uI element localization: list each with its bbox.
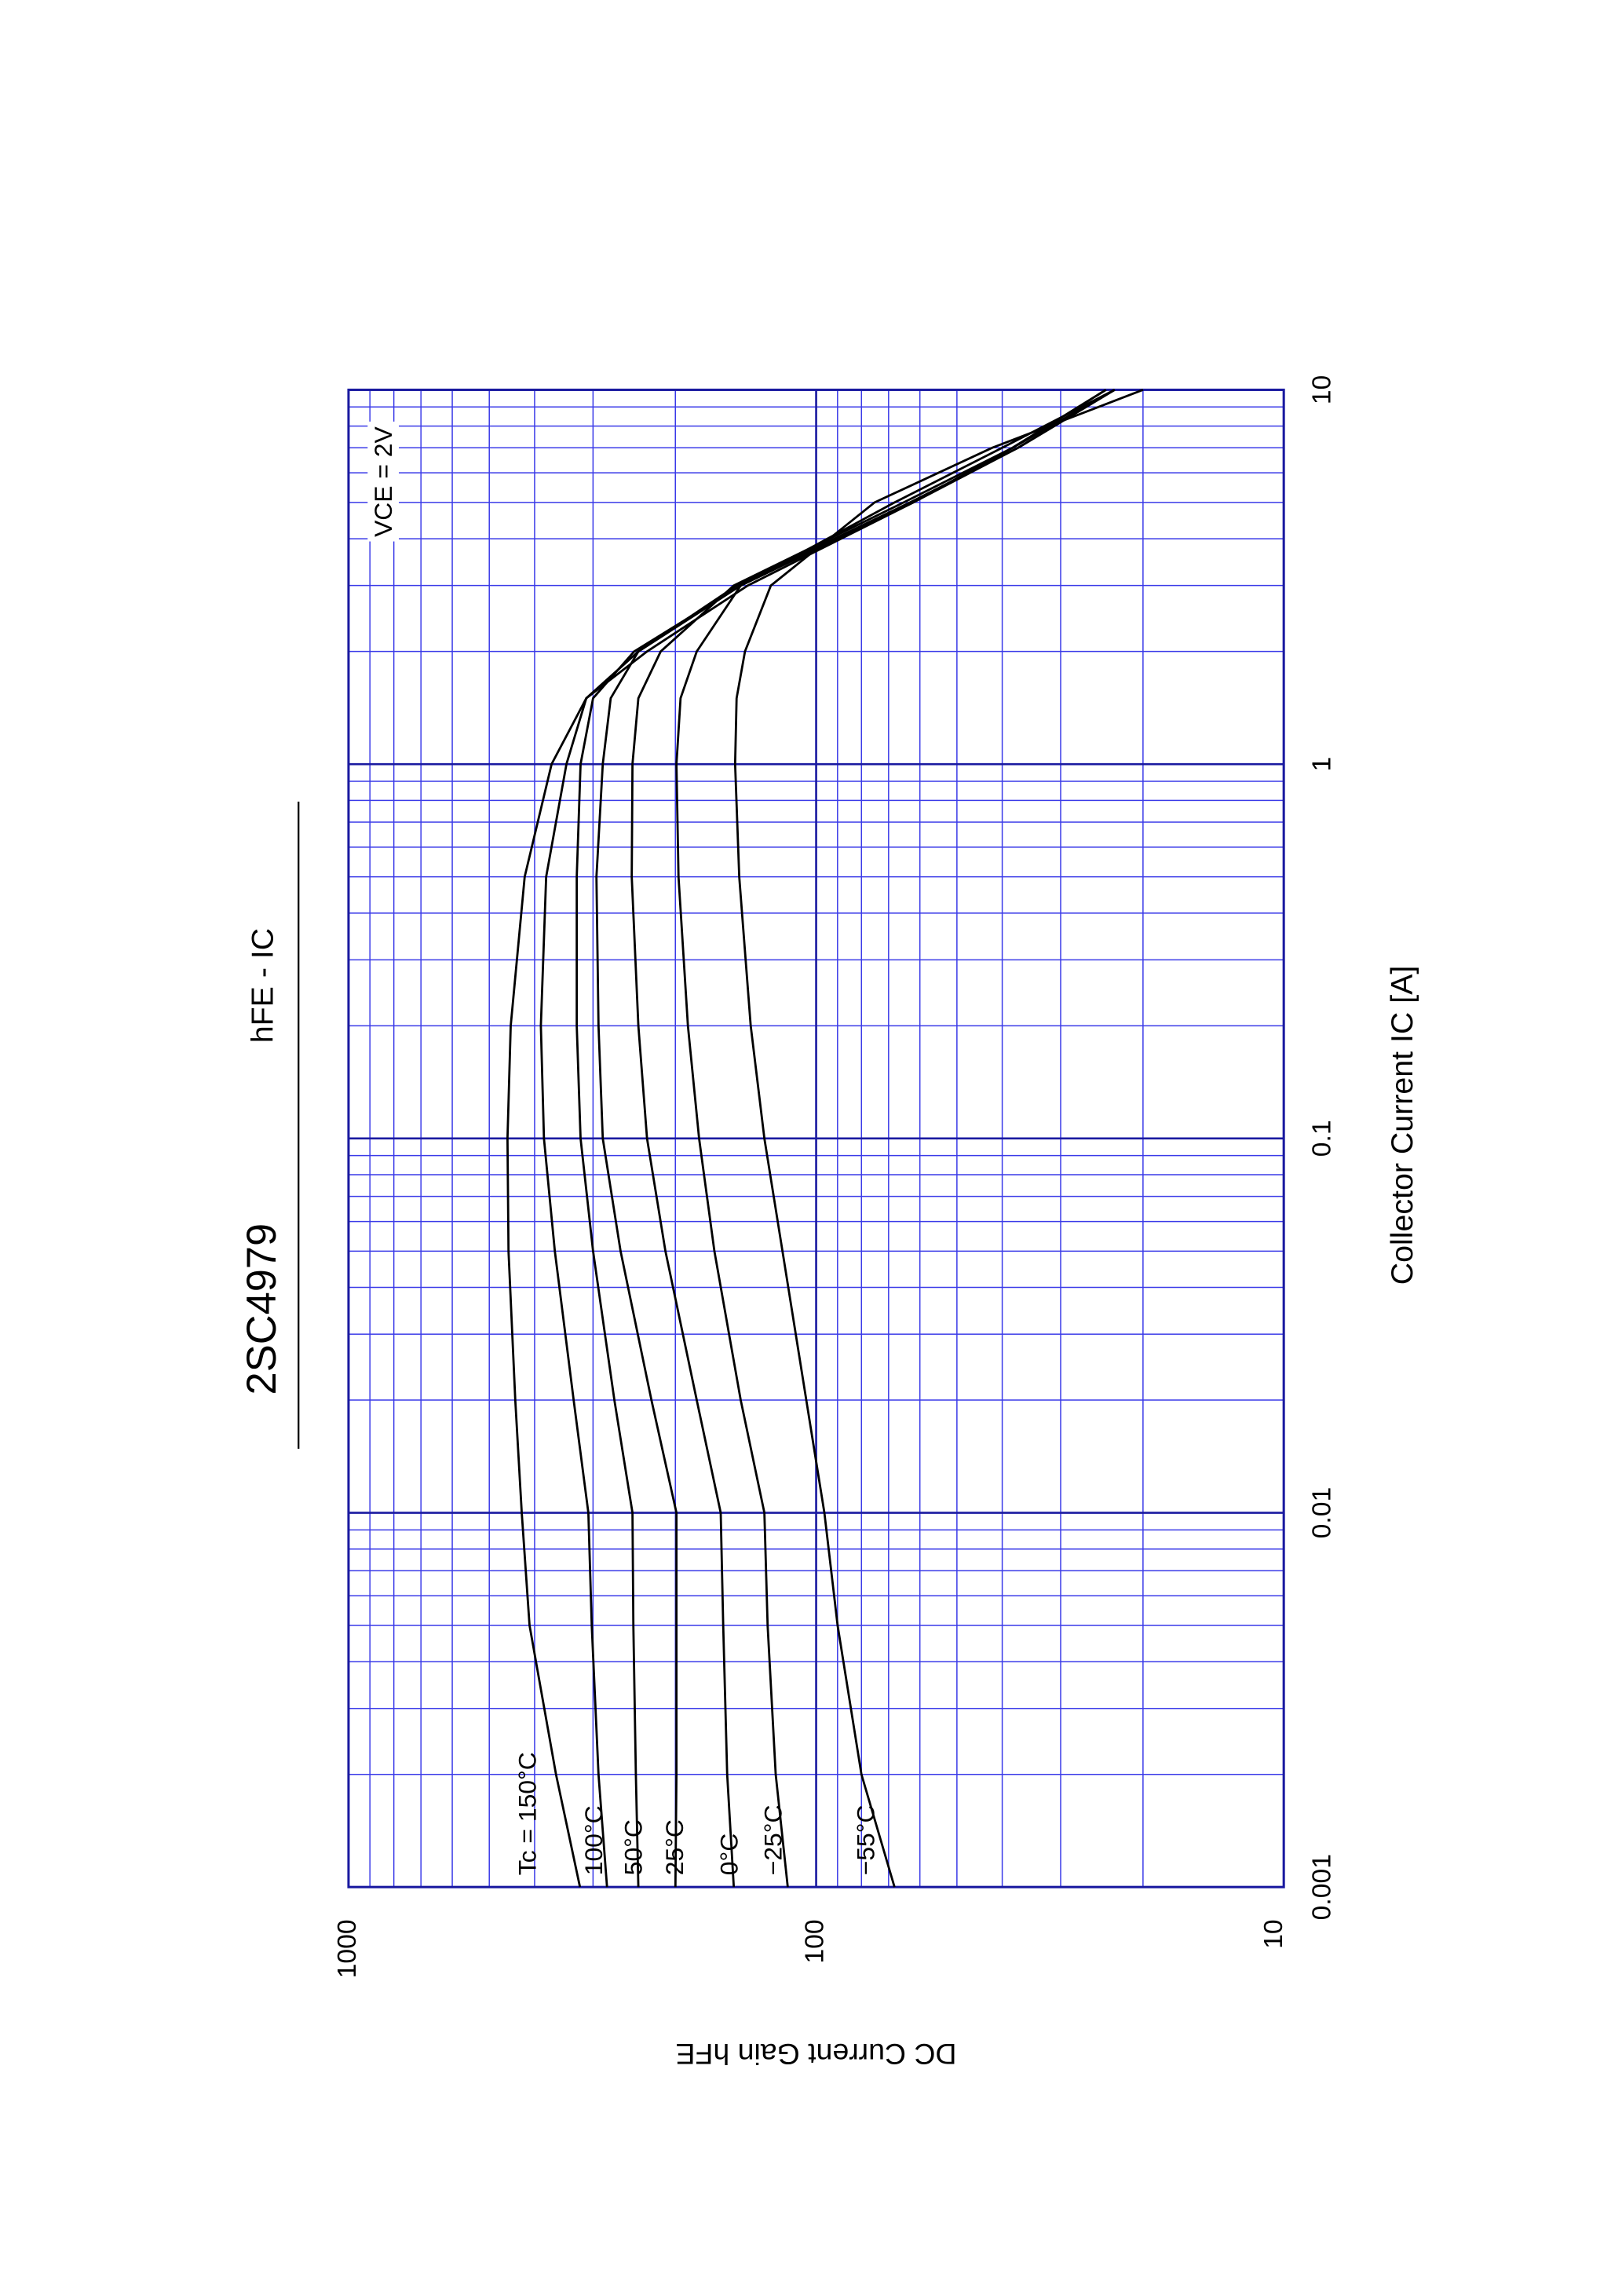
curve-label: 25°C [660, 1819, 689, 1875]
curve-label: 0°C [714, 1834, 743, 1875]
curve-label: 50°C [619, 1819, 648, 1875]
x-tick-label: 1 [1307, 757, 1337, 772]
x-axis-label: Collector Current IC [A] [1385, 966, 1419, 1285]
x-tick-label: 0.01 [1307, 1487, 1337, 1539]
curve [506, 389, 1107, 1888]
curve-label: Tc = 150°C [513, 1752, 542, 1875]
curve [575, 389, 1116, 1888]
rotated-chart: 2SC4979 hFE - IC Collector Current IC [A… [239, 375, 1419, 2071]
x-tick-label: 0.001 [1307, 1854, 1337, 1920]
y-tick-label: 100 [799, 1919, 829, 1963]
y-axis-label: DC Current Gain hFE [676, 2038, 957, 2071]
y-tick-label: 1000 [332, 1919, 362, 1978]
y-tick-label: 10 [1259, 1919, 1288, 1949]
plot-frame [347, 388, 1285, 1888]
curve [675, 389, 1116, 1888]
x-tick-label: 10 [1307, 375, 1337, 405]
curve [733, 389, 1144, 1888]
curve-label: 100°C [579, 1805, 608, 1875]
annotation-background [367, 421, 400, 542]
annotation: VCE = 2V [369, 426, 397, 536]
curve-label: −25°C [759, 1805, 787, 1876]
chart-subtitle: hFE - IC [246, 928, 280, 1043]
x-tick-label: 0.1 [1307, 1120, 1337, 1157]
curve-label: −55°C [852, 1805, 880, 1876]
chart-title: 2SC4979 [239, 1223, 285, 1395]
